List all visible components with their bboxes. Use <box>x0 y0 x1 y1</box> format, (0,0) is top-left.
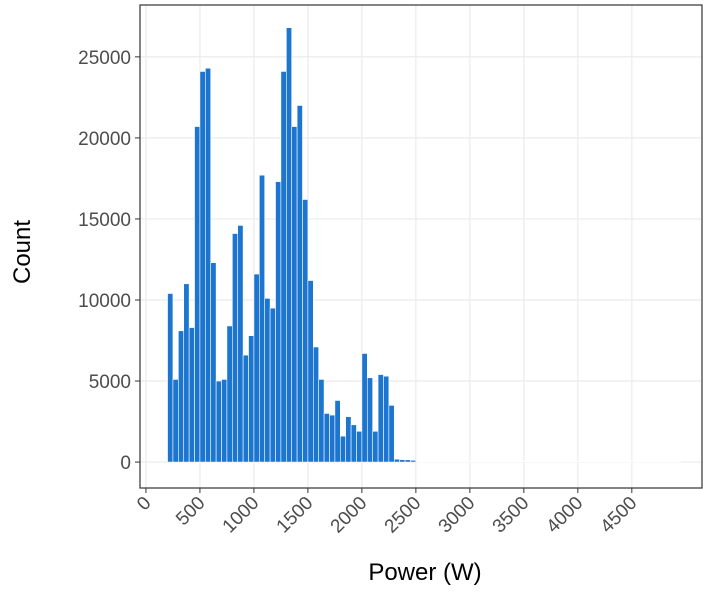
bar <box>356 430 363 463</box>
bar <box>242 354 249 463</box>
x-tick-label: 4000 <box>543 493 588 538</box>
x-tick-label: 3500 <box>489 493 534 538</box>
bar <box>345 416 352 463</box>
bar <box>194 126 201 463</box>
bar <box>366 377 373 463</box>
x-tick-label: 1500 <box>273 493 318 538</box>
x-tick-label: 2500 <box>381 493 426 538</box>
bar <box>399 459 406 463</box>
bar <box>215 380 222 463</box>
bar <box>210 262 217 463</box>
x-axis-title: Power (W) <box>368 559 481 586</box>
bar <box>323 413 330 463</box>
bar <box>232 233 239 463</box>
bar <box>312 346 319 463</box>
bar <box>275 181 282 463</box>
y-tick-label: 25000 <box>78 48 131 69</box>
bar <box>248 335 255 463</box>
bar <box>178 330 185 463</box>
bar <box>237 225 244 463</box>
bar <box>377 374 384 463</box>
bar <box>350 424 357 463</box>
bar <box>334 400 341 463</box>
bar <box>205 67 212 463</box>
bar <box>393 458 400 463</box>
bar <box>302 199 309 463</box>
bar <box>264 298 271 463</box>
bar <box>199 71 206 463</box>
bar <box>188 327 195 463</box>
bar <box>172 379 179 463</box>
bar <box>329 414 336 463</box>
x-tick-label: 1000 <box>219 493 264 538</box>
y-tick-label: 20000 <box>78 129 131 150</box>
bar <box>269 307 276 463</box>
bar <box>372 430 379 463</box>
bar <box>388 405 395 463</box>
panel-border <box>139 4 703 489</box>
bar <box>226 325 233 463</box>
x-tick-label: 3000 <box>435 493 480 538</box>
x-tick-label: 0 <box>133 493 155 515</box>
bar <box>307 280 314 463</box>
x-tick-label: 2000 <box>327 493 372 538</box>
bar <box>291 126 298 463</box>
bar <box>383 375 390 463</box>
y-tick-label: 15000 <box>78 210 131 231</box>
bar <box>404 459 411 463</box>
y-tick-label: 10000 <box>78 291 131 312</box>
bar <box>167 293 174 463</box>
bar <box>221 379 228 463</box>
bar <box>361 353 368 463</box>
bar <box>253 273 260 463</box>
bar <box>183 283 190 463</box>
bar <box>296 105 303 463</box>
bar <box>280 71 287 463</box>
bar <box>259 174 266 463</box>
y-tick-label: 0 <box>120 453 131 474</box>
bar <box>286 27 293 463</box>
y-tick-label: 5000 <box>89 372 131 393</box>
x-tick-label: 4500 <box>597 493 642 538</box>
x-tick-label: 500 <box>172 493 209 530</box>
bar <box>410 459 417 463</box>
y-axis-title: Count <box>9 220 36 284</box>
bar <box>339 435 346 463</box>
bar <box>318 379 325 463</box>
